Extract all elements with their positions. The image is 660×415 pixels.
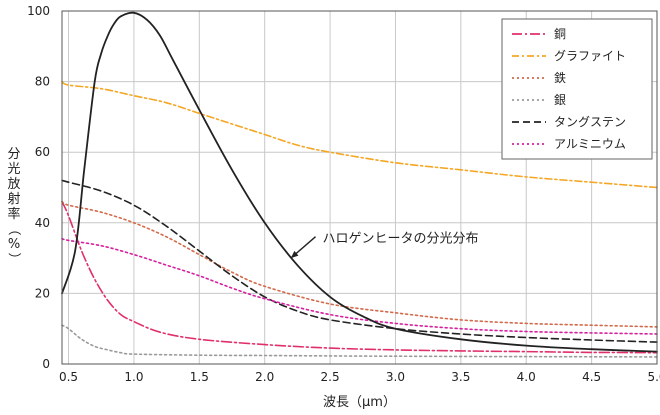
legend-label: 鉄 xyxy=(554,70,566,85)
x-tick-label: 3.0 xyxy=(386,370,405,384)
legend-label: タングステン xyxy=(554,115,626,129)
tick-labels: 0.5 1.0 1.5 2.0 2.5 3.0 3.5 4.0 4.5 5.0 0 20 40 60 80 1… xyxy=(27,4,660,384)
x-tick-label: 2.5 xyxy=(321,370,340,384)
y-label-char: 分 xyxy=(7,147,20,162)
y-label-char: 率 xyxy=(7,206,20,222)
y-label-char: % xyxy=(8,237,20,252)
series-line-5 xyxy=(61,237,658,335)
x-tick-label: 3.5 xyxy=(451,370,470,384)
x-tick-label: 2.0 xyxy=(255,370,274,384)
y-tick-label: 100 xyxy=(27,4,50,18)
plot-frame xyxy=(61,10,658,365)
x-tick-label: 5.0 xyxy=(647,370,660,384)
annotation: ハロゲンヒータの分光分布 xyxy=(290,232,479,259)
x-tick-label: 1.0 xyxy=(124,370,143,384)
series-line-0 xyxy=(61,200,658,354)
y-label-char: （ xyxy=(6,222,21,235)
legend-label: アルミニウム xyxy=(554,137,626,151)
x-axis-label: 波長（μm） xyxy=(323,395,396,410)
y-tick-label: 60 xyxy=(35,145,50,159)
x-tick-label: 4.0 xyxy=(517,370,536,384)
x-tick-label: 0.5 xyxy=(59,370,78,384)
y-label-char: 放 xyxy=(7,177,20,192)
legend-box xyxy=(501,18,653,160)
series-line-4 xyxy=(61,179,658,343)
y-tick-label: 20 xyxy=(35,286,50,300)
legend-label: グラファイト xyxy=(554,49,626,63)
series-line-6 xyxy=(61,11,658,353)
y-label-char: 光 xyxy=(7,162,20,177)
plot-border xyxy=(61,10,658,365)
y-label-char: 射 xyxy=(7,191,20,207)
y-tick-label: 80 xyxy=(35,75,50,89)
x-tick-label: 1.5 xyxy=(190,370,209,384)
series-line-2 xyxy=(61,200,658,328)
annotation-text: ハロゲンヒータの分光分布 xyxy=(323,232,479,247)
y-tick-label: 40 xyxy=(35,216,50,230)
legend-label: 銅 xyxy=(554,27,566,41)
y-label-char: ） xyxy=(6,252,21,265)
annotation-arrow-head xyxy=(290,250,299,259)
x-tick-label: 4.5 xyxy=(582,370,601,384)
series-group xyxy=(61,11,658,358)
series-line-3 xyxy=(61,324,658,358)
legend-label: 銀 xyxy=(554,93,566,107)
y-tick-label: 0 xyxy=(42,357,50,371)
series-line-1 xyxy=(61,80,658,189)
